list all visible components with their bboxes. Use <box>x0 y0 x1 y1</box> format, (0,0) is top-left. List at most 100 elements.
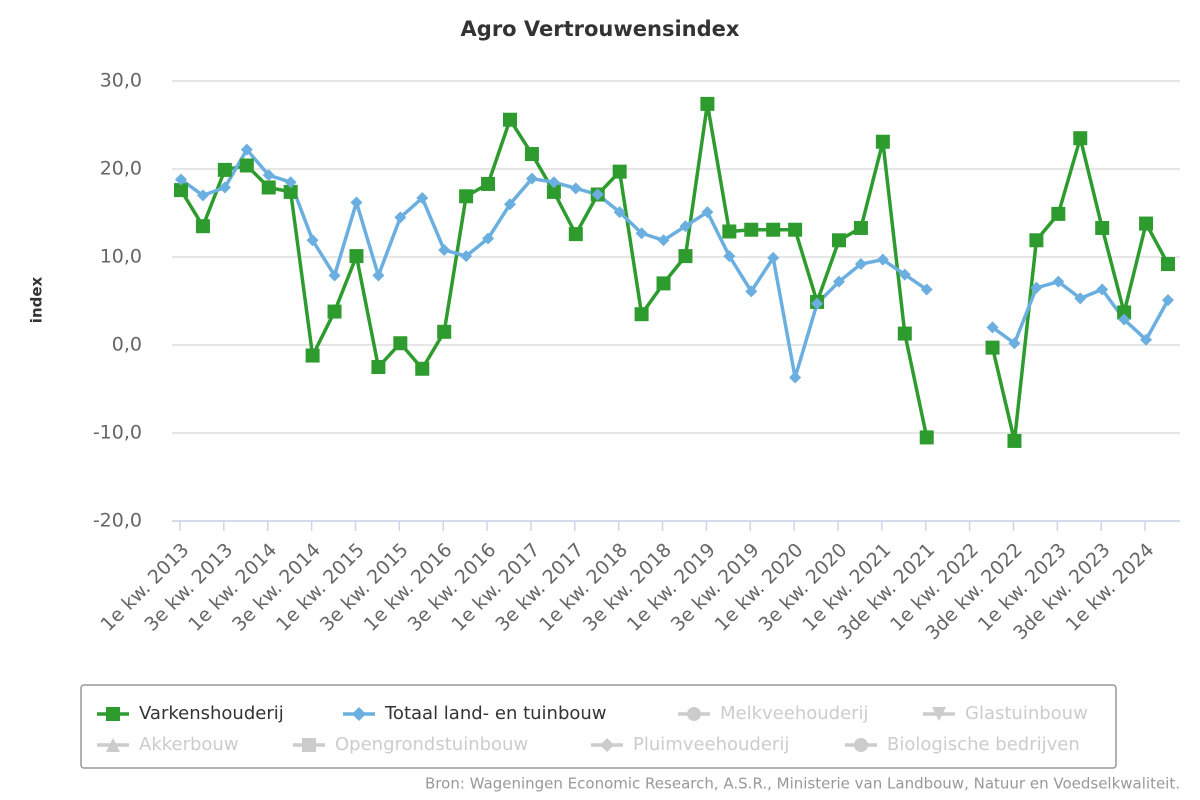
data-point <box>854 258 867 271</box>
y-axis-label: index <box>28 276 46 323</box>
data-point <box>986 321 999 334</box>
legend-item: Pluimveehouderij <box>591 734 789 755</box>
legend-marker <box>932 707 946 721</box>
data-point <box>679 220 692 233</box>
legend-label: Akkerbouw <box>139 734 239 755</box>
data-point <box>1074 292 1087 305</box>
data-point <box>196 189 209 202</box>
legend-marker <box>352 707 366 721</box>
data-point <box>1161 257 1175 272</box>
data-point <box>195 219 210 234</box>
data-point <box>568 227 583 242</box>
data-point <box>766 222 781 237</box>
data-point <box>898 268 911 281</box>
legend-item: Biologische bedrijven <box>845 734 1080 755</box>
data-point <box>371 360 386 374</box>
legend-label: Melkveehouderij <box>720 703 869 724</box>
data-point <box>504 198 516 211</box>
y-tick-label: 30,0 <box>100 70 142 92</box>
data-point <box>876 253 889 266</box>
data-point <box>262 169 275 182</box>
legend-item: Varkenshouderij <box>97 703 284 724</box>
data-point <box>394 211 407 224</box>
data-point <box>1139 216 1154 231</box>
data-point <box>1007 433 1022 448</box>
data-point <box>1030 281 1043 294</box>
data-point <box>525 172 538 185</box>
data-point <box>459 189 474 204</box>
y-tick-label: 0,0 <box>112 334 142 356</box>
data-point <box>745 285 758 298</box>
data-point <box>503 112 517 127</box>
data-point <box>811 297 824 310</box>
data-point <box>350 196 363 209</box>
y-tick-label: -10,0 <box>93 422 142 444</box>
data-point <box>175 173 187 186</box>
legend-item: Akkerbouw <box>97 734 239 755</box>
data-point <box>1052 275 1065 288</box>
legend-label: Biologische bedrijven <box>887 734 1080 755</box>
data-point <box>788 222 803 237</box>
data-point <box>1051 206 1066 221</box>
legend-label: Totaal land- en tuinbouw <box>384 703 607 724</box>
data-point <box>482 232 495 245</box>
data-point <box>789 371 802 384</box>
data-point <box>174 183 188 198</box>
legend-marker <box>106 738 120 752</box>
data-point <box>416 192 429 205</box>
data-point <box>327 304 342 319</box>
legend-marker <box>106 707 120 721</box>
data-point <box>1029 233 1044 248</box>
data-point <box>897 326 912 341</box>
legend-marker <box>302 738 316 752</box>
y-tick-label: 20,0 <box>100 158 142 180</box>
data-point <box>569 182 582 195</box>
data-point <box>438 243 451 256</box>
data-point <box>920 283 933 296</box>
data-point <box>985 340 1000 355</box>
data-point <box>1008 337 1021 350</box>
legend-marker <box>854 738 868 752</box>
data-point <box>833 275 845 288</box>
chart-title: Agro Vertrouwensindex <box>461 17 740 41</box>
data-point <box>393 336 408 351</box>
data-point <box>744 222 759 237</box>
data-point <box>218 181 231 194</box>
data-point <box>723 250 736 263</box>
data-point <box>701 206 714 219</box>
data-point <box>415 361 430 376</box>
legend-label: Pluimveehouderij <box>633 734 789 755</box>
data-point <box>524 147 539 162</box>
legend-item: Totaal land- en tuinbouw <box>343 703 607 724</box>
data-point <box>635 227 648 240</box>
data-point <box>460 250 473 263</box>
data-point <box>853 220 868 235</box>
legend-label: Opengrondstuinbouw <box>335 734 528 755</box>
data-point <box>1140 333 1153 346</box>
data-point <box>547 176 560 189</box>
data-point <box>612 164 627 179</box>
data-point <box>261 180 276 195</box>
data-point <box>349 249 364 264</box>
legend-box <box>80 684 1117 769</box>
y-tick-label: -20,0 <box>93 510 142 532</box>
data-point <box>700 96 715 111</box>
legend-item: Melkveehouderij <box>678 703 869 724</box>
data-point <box>239 158 254 173</box>
data-point <box>481 176 496 191</box>
data-point <box>1095 220 1110 235</box>
legend-marker <box>600 738 614 752</box>
data-point <box>613 206 626 219</box>
data-point <box>305 348 320 363</box>
data-point <box>328 269 341 282</box>
data-point <box>656 276 671 291</box>
data-point <box>591 188 604 201</box>
series-line <box>179 102 1170 443</box>
data-point <box>283 184 298 199</box>
data-point <box>372 269 385 282</box>
legend-label: Glastuinbouw <box>965 703 1088 724</box>
data-point <box>722 224 737 239</box>
data-point <box>678 249 693 264</box>
data-point <box>875 134 890 149</box>
